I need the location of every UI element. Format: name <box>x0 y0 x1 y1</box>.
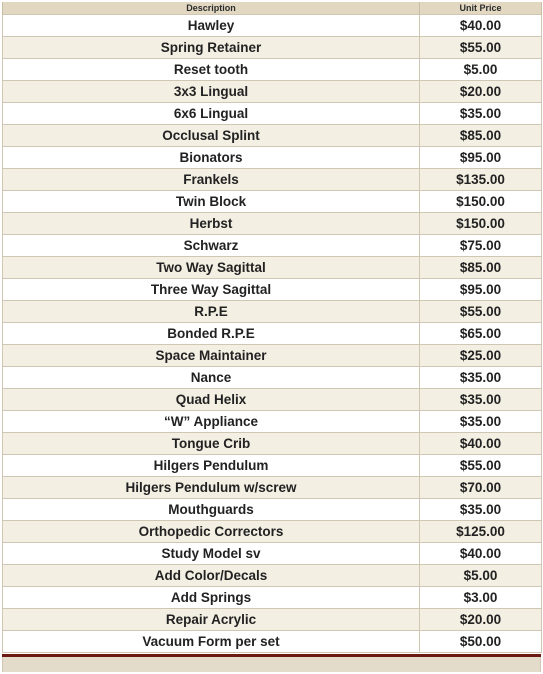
table-row: Hilgers Pendulum w/screw $70.00 <box>2 476 542 499</box>
table-row: Quad Helix $35.00 <box>2 388 542 411</box>
item-unit-price: $35.00 <box>419 366 542 389</box>
description-column-header: Description <box>2 2 420 15</box>
footer-divider <box>2 654 541 657</box>
table-row: Tongue Crib $40.00 <box>2 432 542 455</box>
item-unit-price: $125.00 <box>419 520 542 543</box>
item-description: 6x6 Lingual <box>2 102 420 125</box>
item-description: Orthopedic Correctors <box>2 520 420 543</box>
item-description: Hilgers Pendulum w/screw <box>2 476 420 499</box>
table-row: 6x6 Lingual $35.00 <box>2 102 542 125</box>
table-row: Reset tooth $5.00 <box>2 58 542 81</box>
item-description: Repair Acrylic <box>2 608 420 631</box>
table-row: Orthopedic Correctors $125.00 <box>2 520 542 543</box>
item-unit-price: $40.00 <box>419 14 542 37</box>
item-description: Quad Helix <box>2 388 420 411</box>
item-unit-price: $55.00 <box>419 36 542 59</box>
item-description: Herbst <box>2 212 420 235</box>
table-row: Vacuum Form per set $50.00 <box>2 630 542 653</box>
item-unit-price: $95.00 <box>419 278 542 301</box>
item-description: Nance <box>2 366 420 389</box>
table-row: Hawley $40.00 <box>2 14 542 37</box>
item-description: Bonded R.P.E <box>2 322 420 345</box>
item-unit-price: $5.00 <box>419 58 542 81</box>
table-row: Space Maintainer $25.00 <box>2 344 542 367</box>
table-body: Hawley $40.00 Spring Retainer $55.00 Reset t… <box>2 14 542 653</box>
table-row: “W” Appliance $35.00 <box>2 410 542 433</box>
item-description: Vacuum Form per set <box>2 630 420 653</box>
table-row: Bionators $95.00 <box>2 146 542 169</box>
table-row: Occlusal Splint $85.00 <box>2 124 542 147</box>
item-unit-price: $35.00 <box>419 102 542 125</box>
table-row: Bonded R.P.E $65.00 <box>2 322 542 345</box>
item-description: Twin Block <box>2 190 420 213</box>
table-row: 3x3 Lingual $20.00 <box>2 80 542 103</box>
item-description: Frankels <box>2 168 420 191</box>
item-description: Schwarz <box>2 234 420 257</box>
item-description: Occlusal Splint <box>2 124 420 147</box>
table-row: Nance $35.00 <box>2 366 542 389</box>
table-row: Study Model sv $40.00 <box>2 542 542 565</box>
item-description: Reset tooth <box>2 58 420 81</box>
item-unit-price: $150.00 <box>419 212 542 235</box>
price-table: Description Unit Price Hawley $40.00 Sprin… <box>2 2 542 653</box>
item-unit-price: $40.00 <box>419 542 542 565</box>
table-row: Two Way Sagittal $85.00 <box>2 256 542 279</box>
item-unit-price: $75.00 <box>419 234 542 257</box>
header-row: Description Unit Price <box>2 2 542 15</box>
item-unit-price: $35.00 <box>419 388 542 411</box>
table-row: Spring Retainer $55.00 <box>2 36 542 59</box>
item-unit-price: $65.00 <box>419 322 542 345</box>
table-row: Add Color/Decals $5.00 <box>2 564 542 587</box>
item-description: Hilgers Pendulum <box>2 454 420 477</box>
item-unit-price: $20.00 <box>419 608 542 631</box>
table-row: R.P.E $55.00 <box>2 300 542 323</box>
item-unit-price: $40.00 <box>419 432 542 455</box>
item-unit-price: $85.00 <box>419 124 542 147</box>
footer-band <box>2 657 541 672</box>
item-unit-price: $20.00 <box>419 80 542 103</box>
table-row: Schwarz $75.00 <box>2 234 542 257</box>
item-description: Spring Retainer <box>2 36 420 59</box>
item-description: Hawley <box>2 14 420 37</box>
table-row: Three Way Sagittal $95.00 <box>2 278 542 301</box>
item-unit-price: $55.00 <box>419 300 542 323</box>
item-description: Space Maintainer <box>2 344 420 367</box>
item-description: Mouthguards <box>2 498 420 521</box>
table-header: Description Unit Price <box>2 2 542 15</box>
item-description: Two Way Sagittal <box>2 256 420 279</box>
item-unit-price: $50.00 <box>419 630 542 653</box>
item-description: Bionators <box>2 146 420 169</box>
table-row: Frankels $135.00 <box>2 168 542 191</box>
item-unit-price: $135.00 <box>419 168 542 191</box>
item-description: Add Springs <box>2 586 420 609</box>
item-description: R.P.E <box>2 300 420 323</box>
item-unit-price: $35.00 <box>419 498 542 521</box>
item-unit-price: $150.00 <box>419 190 542 213</box>
table-row: Mouthguards $35.00 <box>2 498 542 521</box>
item-description: Tongue Crib <box>2 432 420 455</box>
item-unit-price: $3.00 <box>419 586 542 609</box>
table-row: Repair Acrylic $20.00 <box>2 608 542 631</box>
item-unit-price: $35.00 <box>419 410 542 433</box>
item-description: 3x3 Lingual <box>2 80 420 103</box>
item-unit-price: $55.00 <box>419 454 542 477</box>
table-row: Herbst $150.00 <box>2 212 542 235</box>
item-unit-price: $85.00 <box>419 256 542 279</box>
table-row: Twin Block $150.00 <box>2 190 542 213</box>
unit-price-column-header: Unit Price <box>419 2 542 15</box>
item-description: Add Color/Decals <box>2 564 420 587</box>
item-unit-price: $25.00 <box>419 344 542 367</box>
item-description: “W” Appliance <box>2 410 420 433</box>
table-row: Add Springs $3.00 <box>2 586 542 609</box>
item-description: Three Way Sagittal <box>2 278 420 301</box>
item-unit-price: $95.00 <box>419 146 542 169</box>
item-unit-price: $5.00 <box>419 564 542 587</box>
item-description: Study Model sv <box>2 542 420 565</box>
item-unit-price: $70.00 <box>419 476 542 499</box>
table-row: Hilgers Pendulum $55.00 <box>2 454 542 477</box>
